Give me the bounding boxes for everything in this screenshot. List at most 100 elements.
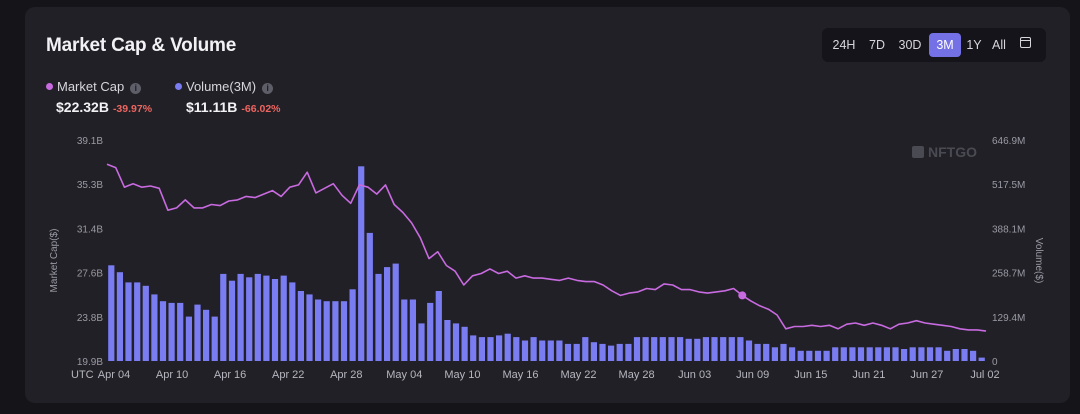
- volume-bar: [659, 337, 666, 361]
- volume-bar: [409, 299, 416, 361]
- calendar-icon[interactable]: [1020, 37, 1031, 48]
- volume-bar: [211, 316, 218, 361]
- range-24h-button[interactable]: 24H: [832, 38, 856, 52]
- info-icon[interactable]: i: [262, 83, 274, 94]
- x-axis-tick: Apr 22: [272, 369, 304, 381]
- volume-bar: [159, 301, 167, 361]
- volume-bar: [875, 347, 882, 361]
- range-3m-button[interactable]: 3M: [929, 33, 961, 57]
- volume-bar: [418, 323, 425, 361]
- volume-bar: [590, 342, 597, 361]
- volume-bar: [814, 350, 822, 361]
- volume-bar: [452, 323, 460, 361]
- volume-bar: [668, 337, 675, 361]
- volume-value: $11.11B: [186, 99, 238, 115]
- volume-bar: [513, 337, 520, 361]
- volume-bar: [883, 347, 890, 361]
- x-axis-tick: May 28: [619, 369, 655, 381]
- volume-bar: [651, 337, 658, 361]
- volume-bar: [694, 338, 701, 361]
- right-axis-tick: 388.1M: [992, 224, 1025, 235]
- volume-bar: [840, 347, 847, 361]
- volume-bar: [220, 273, 227, 361]
- chart-title: Market Cap & Volume: [46, 35, 237, 56]
- volume-bar: [763, 343, 770, 361]
- volume-bar: [151, 294, 158, 361]
- x-axis-tick: Apr 04: [98, 369, 130, 381]
- volume-bar: [470, 335, 477, 361]
- volume-bar: [771, 347, 778, 361]
- volume-bar: [168, 302, 175, 361]
- volume-bar: [633, 337, 641, 361]
- volume-bar: [271, 279, 279, 361]
- right-axis-tick: 258.7M: [992, 269, 1025, 280]
- right-axis-label: Volume($): [1033, 238, 1044, 284]
- volume-bar: [564, 343, 572, 361]
- legend-market-cap-label: Market Cap: [57, 79, 125, 94]
- volume-bar: [323, 301, 330, 361]
- watermark-logo-icon: [912, 146, 924, 158]
- range-1y-button[interactable]: 1Y: [966, 38, 982, 52]
- volume-bar: [944, 350, 951, 361]
- range-30d-button[interactable]: 30D: [898, 38, 922, 52]
- volume-bar: [599, 343, 606, 361]
- volume-bar: [582, 337, 589, 361]
- legend-volume[interactable]: Volume(3M) i: [175, 79, 274, 94]
- market-cap-hover-point: [738, 291, 747, 300]
- volume-bar: [642, 337, 649, 361]
- volume-bar: [332, 301, 339, 361]
- volume-bar: [487, 337, 494, 361]
- volume-bar: [539, 340, 546, 361]
- range-all-button[interactable]: All: [992, 38, 1006, 52]
- volume-bar: [444, 320, 451, 361]
- volume-bar: [108, 265, 115, 361]
- volume-bar: [737, 337, 744, 361]
- volume-bar: [745, 340, 753, 361]
- market-cap-value: $22.32B: [56, 99, 109, 115]
- x-axis-tick: May 04: [386, 369, 422, 381]
- volume-bar: [806, 350, 813, 361]
- volume-bar: [625, 343, 632, 361]
- x-axis-tick: May 22: [560, 369, 596, 381]
- volume-bar: [711, 337, 718, 361]
- x-axis-tick: Apr 10: [156, 369, 188, 381]
- x-axis-utc-label: UTC: [71, 369, 94, 381]
- volume-bar: [547, 340, 554, 361]
- volume-bar: [970, 350, 977, 361]
- volume-bar: [280, 275, 287, 361]
- volume-bar: [504, 333, 511, 361]
- volume-dot-icon: [175, 83, 182, 90]
- volume-bar: [263, 275, 270, 361]
- x-axis-tick: Jun 15: [794, 369, 827, 381]
- volume-bar: [384, 267, 391, 361]
- volume-bar: [616, 343, 623, 361]
- volume-bar: [702, 337, 709, 361]
- volume-bar: [375, 273, 382, 361]
- volume-bar: [203, 309, 210, 361]
- volume-bar: [366, 232, 373, 361]
- legend-market-cap[interactable]: Market Cap i: [46, 79, 142, 94]
- market-cap-change: -39.97%: [112, 103, 153, 115]
- volume-bar: [608, 345, 615, 361]
- volume-bar: [461, 326, 468, 361]
- left-axis-tick: 19.9B: [77, 357, 103, 368]
- volume-bar: [246, 277, 253, 361]
- left-axis-tick: 27.6B: [77, 269, 103, 280]
- range-7d-button[interactable]: 7D: [869, 38, 885, 52]
- right-axis-tick: 0: [992, 357, 998, 368]
- volume-bar: [961, 349, 968, 361]
- volume-bar: [306, 294, 313, 361]
- volume-bar: [556, 340, 563, 361]
- info-icon[interactable]: i: [130, 83, 142, 94]
- x-axis-tick: Apr 28: [330, 369, 362, 381]
- x-axis-tick: Apr 16: [214, 369, 246, 381]
- volume-bar: [142, 285, 149, 361]
- volume-bar: [194, 304, 201, 361]
- x-axis-tick: Jun 09: [736, 369, 769, 381]
- volume-bar: [797, 350, 804, 361]
- volume-bar: [349, 289, 356, 361]
- volume-bar: [754, 343, 761, 361]
- volume-bar: [720, 337, 727, 361]
- left-axis-label: Market Cap($): [49, 229, 60, 293]
